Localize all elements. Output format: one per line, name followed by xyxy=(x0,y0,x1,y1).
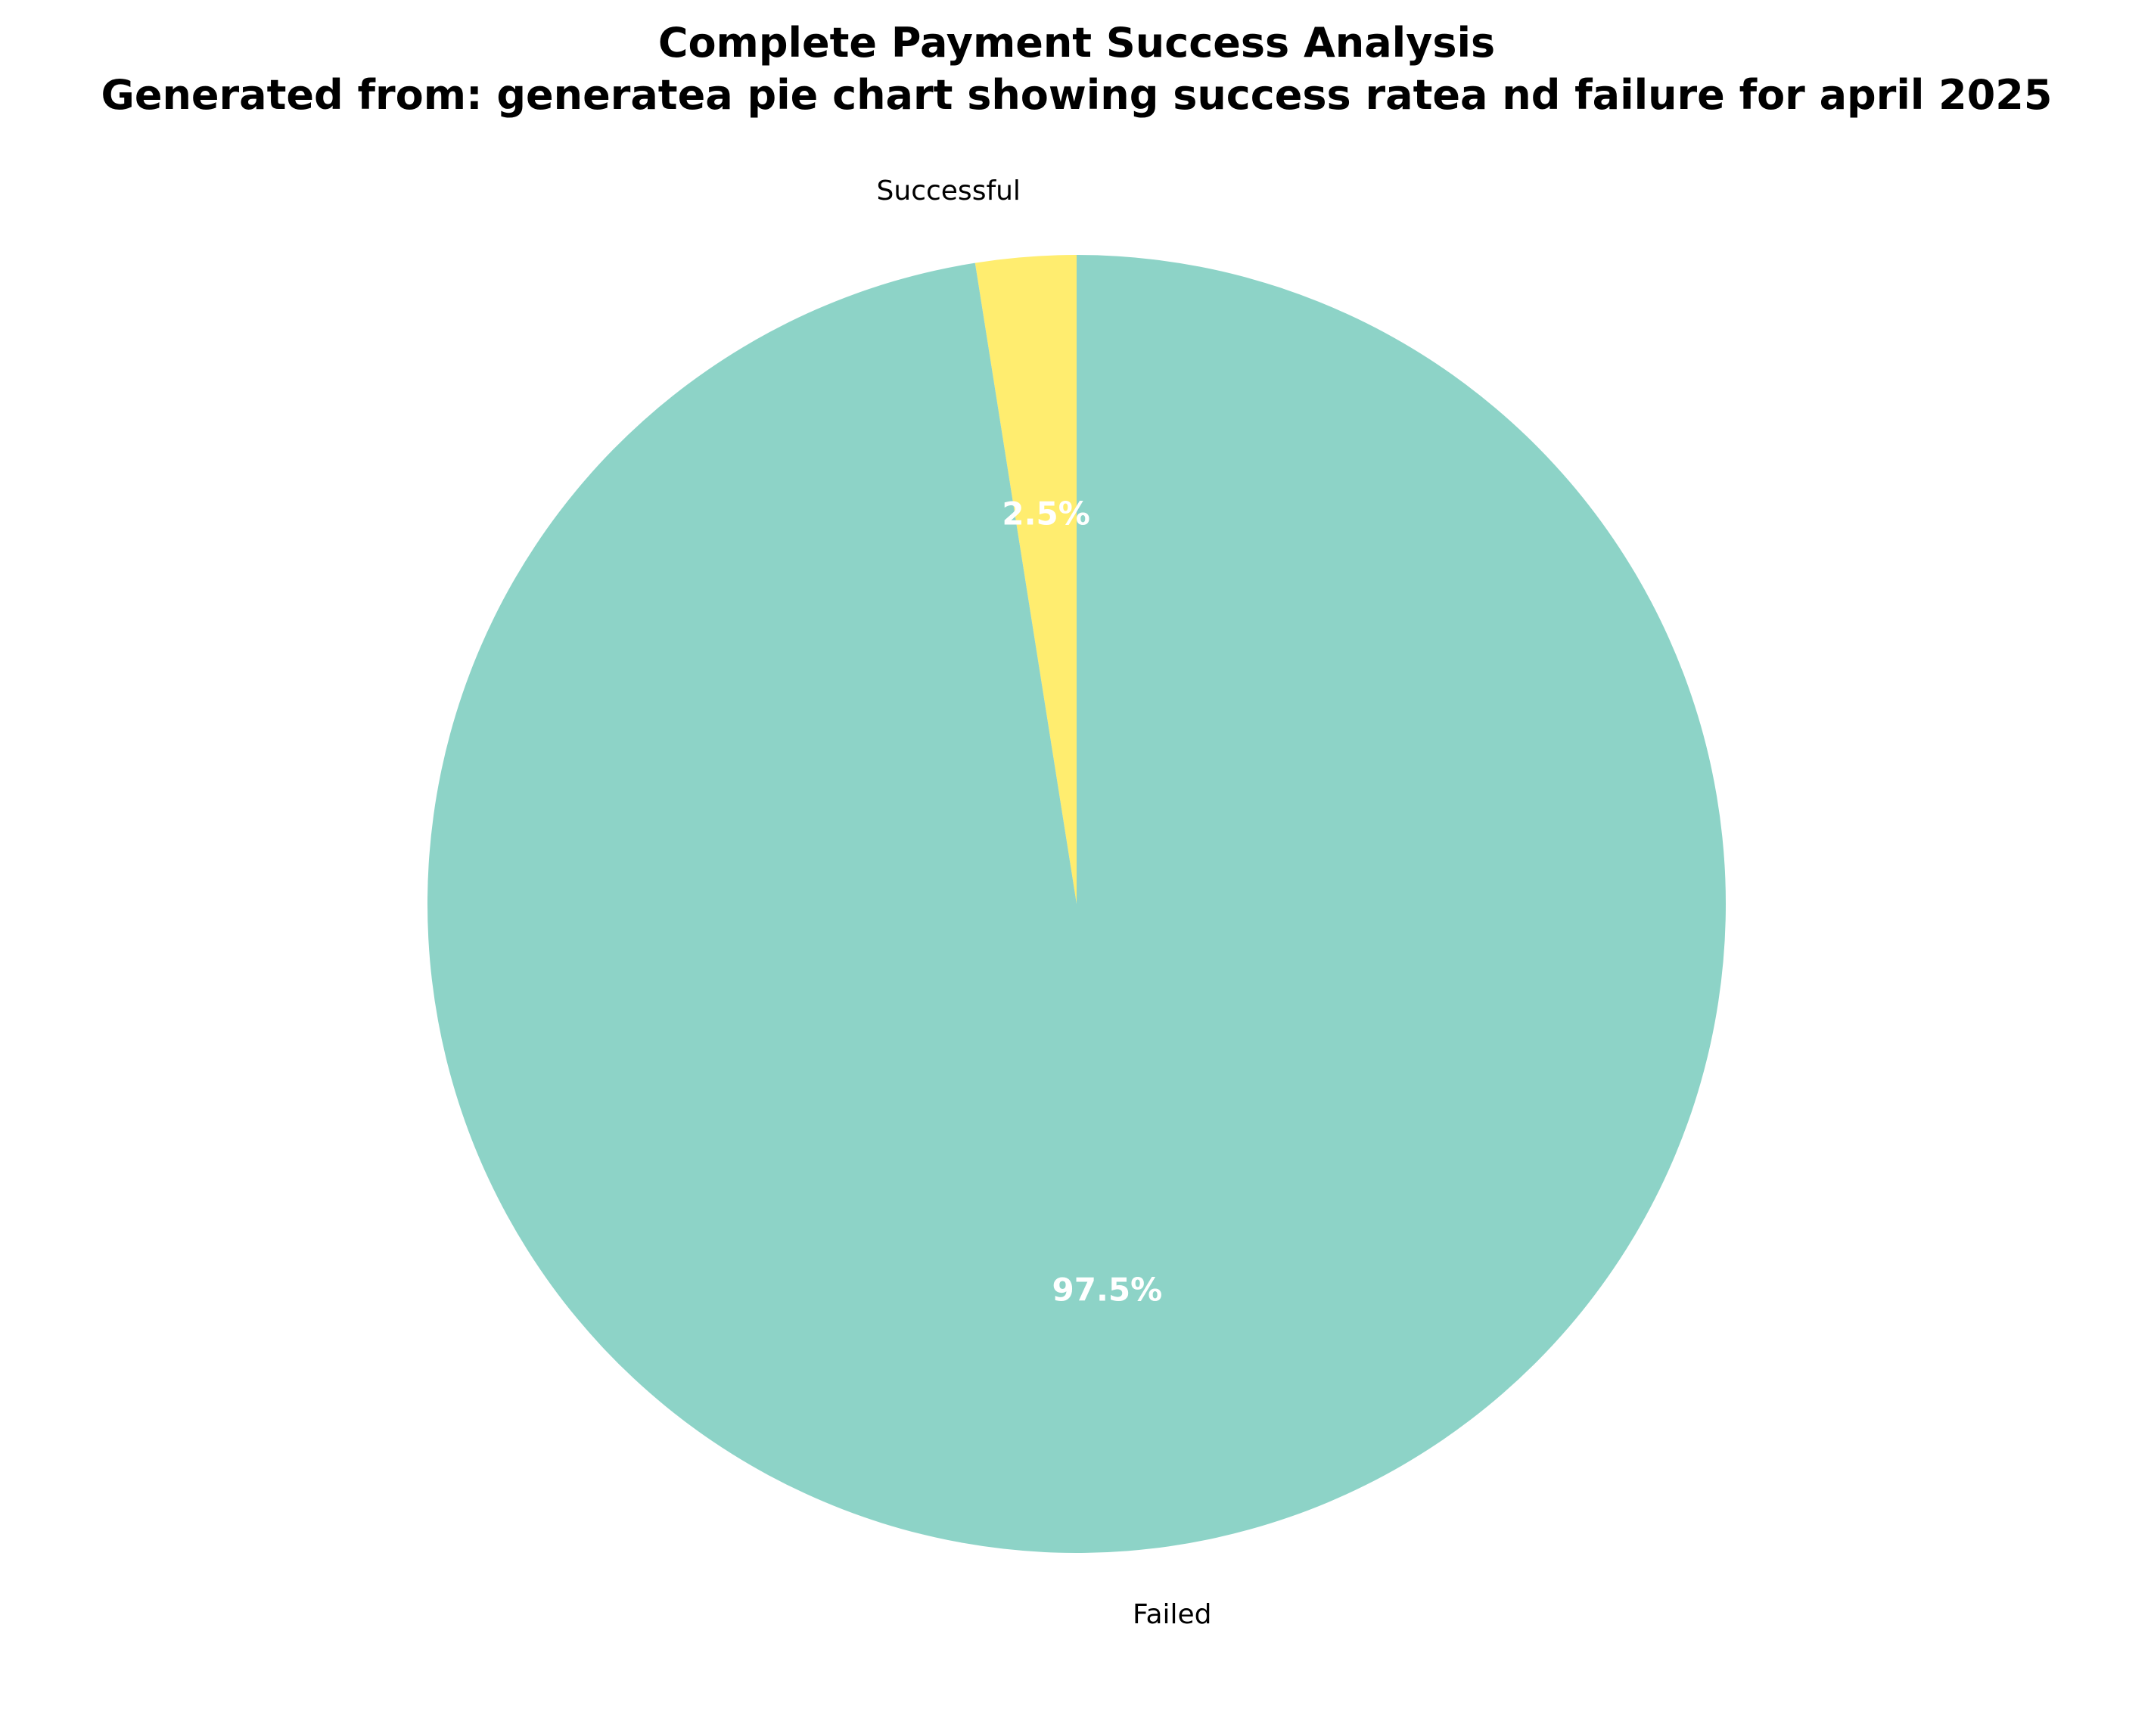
slice-pct-label-failed: 97.5% xyxy=(1052,1272,1163,1309)
chart-title: Complete Payment Success Analysis xyxy=(658,19,1495,67)
pie-slices xyxy=(427,255,1726,1553)
slice-pct-label-successful: 2.5% xyxy=(1002,495,1089,532)
pie-labels: Successful 2.5% Failed 97.5% xyxy=(877,175,1212,1630)
slice-label-failed: Failed xyxy=(1133,1599,1211,1630)
chart-subtitle: Generated from: generatea pie chart show… xyxy=(101,71,2053,119)
pie-slice-failed xyxy=(427,255,1726,1553)
pie-slice-successful xyxy=(974,255,1077,904)
slice-label-successful: Successful xyxy=(877,175,1021,207)
